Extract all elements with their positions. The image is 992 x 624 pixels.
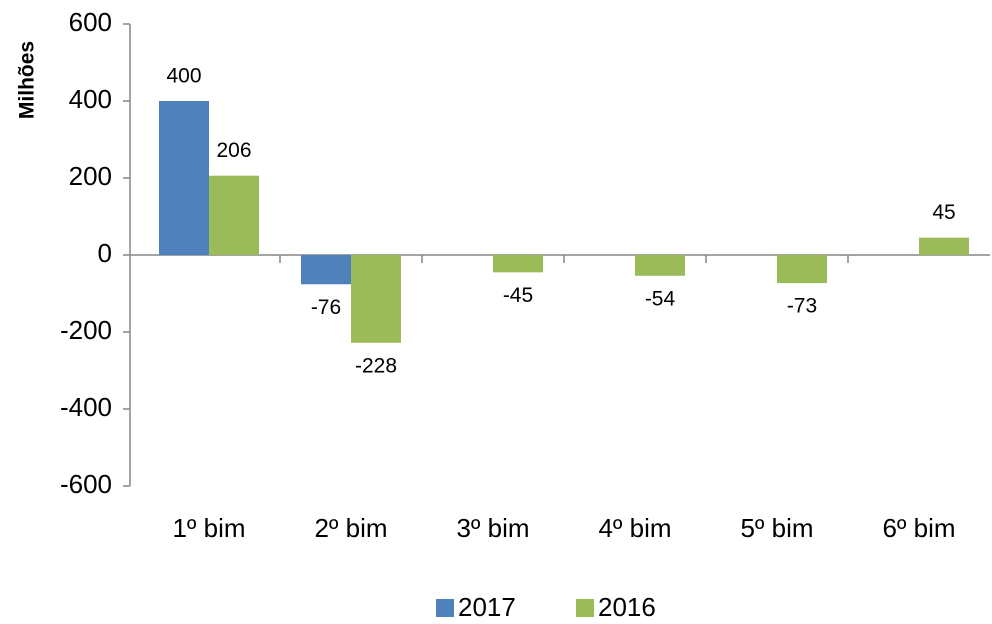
x-tick-label: 2º bim — [314, 513, 387, 543]
y-axis-label: Milhões — [16, 41, 39, 119]
data-label: -76 — [311, 296, 341, 319]
bar — [351, 255, 401, 343]
legend-swatch — [436, 599, 454, 617]
legend-label: 2017 — [458, 592, 516, 622]
bar — [159, 101, 209, 255]
x-tick-label: 5º bim — [740, 513, 813, 543]
y-tick-label: -600 — [60, 469, 112, 499]
x-tick-label: 6º bim — [882, 513, 955, 543]
data-label: -54 — [645, 287, 676, 310]
bar — [777, 255, 827, 284]
legend-label: 2016 — [598, 592, 656, 622]
y-tick-label: 0 — [98, 238, 112, 268]
bar — [493, 255, 543, 273]
x-tick-label: 4º bim — [598, 513, 671, 543]
x-tick-label: 3º bim — [456, 513, 529, 543]
y-tick-label: 400 — [69, 84, 112, 114]
bar — [635, 255, 685, 276]
y-tick-label: 600 — [69, 7, 112, 37]
bar — [209, 175, 259, 255]
data-label: 45 — [932, 201, 955, 224]
x-tick-label: 1º bim — [172, 513, 245, 543]
data-label: -73 — [787, 295, 817, 318]
data-label: -228 — [355, 354, 397, 377]
data-label: 400 — [166, 65, 201, 88]
bar — [919, 237, 969, 255]
legend-swatch — [576, 599, 594, 617]
data-label: -45 — [503, 284, 533, 307]
y-tick-label: -400 — [60, 392, 112, 422]
y-tick-label: 200 — [69, 161, 112, 191]
y-tick-label: -200 — [60, 315, 112, 345]
data-label: 206 — [216, 139, 251, 162]
bar — [301, 255, 351, 285]
